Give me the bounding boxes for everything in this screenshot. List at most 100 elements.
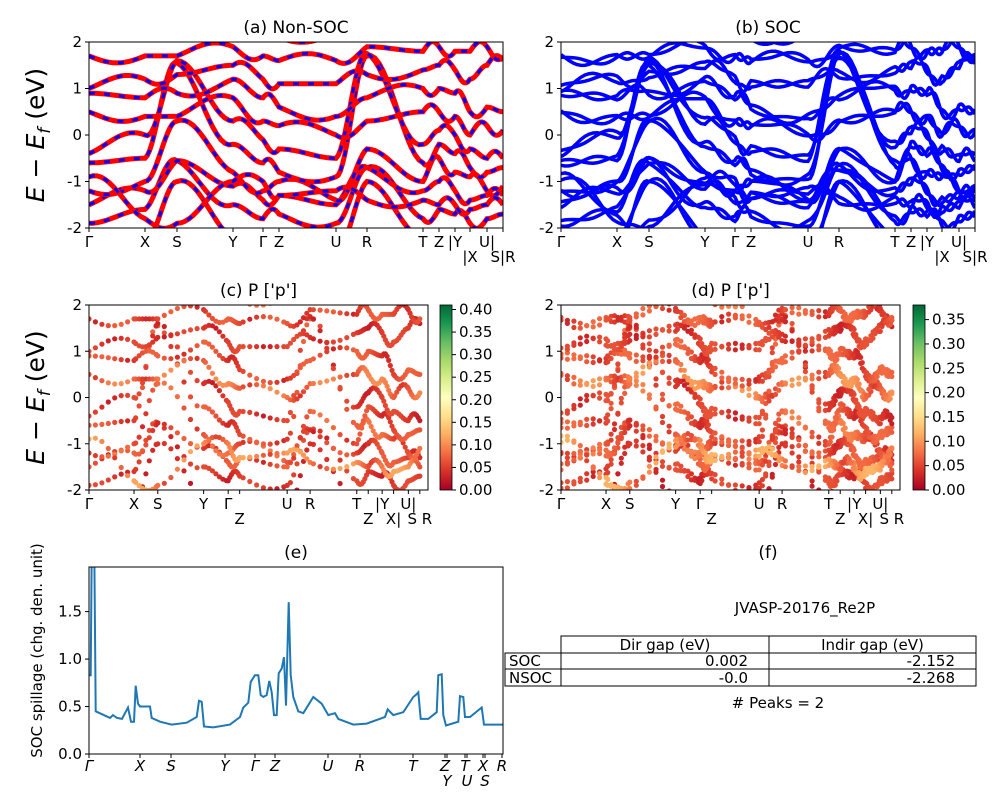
projection-point bbox=[666, 352, 672, 358]
projection-point bbox=[355, 437, 361, 443]
projection-point bbox=[417, 464, 423, 470]
projection-point bbox=[92, 353, 98, 359]
projection-point bbox=[619, 286, 624, 291]
projection-point bbox=[770, 293, 775, 298]
projection-point bbox=[653, 460, 659, 466]
projection-point bbox=[678, 338, 684, 344]
projection-point bbox=[726, 341, 732, 347]
projection-point bbox=[877, 421, 883, 427]
projection-point bbox=[796, 342, 802, 348]
projection-point bbox=[174, 362, 180, 368]
projection-point bbox=[112, 395, 118, 401]
projection-point bbox=[362, 295, 367, 300]
projection-point bbox=[260, 314, 266, 320]
projection-point bbox=[240, 368, 246, 374]
projection-point bbox=[746, 498, 751, 503]
table-header: Indir gap (eV) bbox=[821, 636, 924, 654]
projection-point bbox=[726, 439, 732, 445]
projection-point bbox=[284, 436, 290, 442]
projection-point bbox=[603, 287, 608, 292]
projection-point bbox=[739, 483, 745, 489]
projection-point bbox=[646, 347, 653, 353]
projection-point bbox=[653, 433, 659, 439]
projection-point bbox=[565, 290, 570, 295]
projection-point bbox=[194, 355, 200, 361]
projection-point bbox=[578, 518, 583, 523]
projection-point bbox=[782, 380, 789, 386]
y-tick-label: -1 bbox=[539, 173, 554, 191]
projection-point bbox=[849, 282, 854, 287]
projection-point bbox=[89, 422, 92, 428]
projection-point bbox=[337, 465, 343, 472]
projection-point bbox=[633, 378, 639, 384]
projection-point bbox=[584, 338, 590, 345]
projection-point bbox=[829, 352, 835, 358]
projection-point bbox=[373, 286, 378, 291]
projection-point bbox=[836, 305, 838, 306]
projection-point bbox=[330, 309, 336, 315]
projection-point bbox=[834, 292, 839, 297]
table-value: -2.268 bbox=[907, 669, 955, 687]
projection-point bbox=[143, 471, 149, 477]
projection-point bbox=[834, 298, 839, 303]
projection-point bbox=[359, 298, 364, 303]
projection-point bbox=[240, 475, 246, 481]
projection-point bbox=[584, 422, 590, 429]
projection-point bbox=[889, 501, 894, 506]
projection-point bbox=[863, 287, 868, 292]
projection-point bbox=[597, 451, 603, 457]
projection-point bbox=[119, 289, 124, 294]
projection-point bbox=[826, 372, 832, 378]
projection-point bbox=[704, 443, 710, 449]
projection-point bbox=[634, 288, 639, 293]
projection-point bbox=[816, 487, 822, 490]
projection-point bbox=[155, 316, 161, 322]
projection-point bbox=[809, 376, 815, 382]
projection-point bbox=[330, 376, 336, 382]
projection-point bbox=[118, 381, 124, 387]
projection-point bbox=[564, 455, 571, 461]
projection-point bbox=[304, 289, 309, 294]
projection-point bbox=[605, 441, 611, 447]
projection-point bbox=[105, 355, 111, 361]
projection-point bbox=[577, 325, 583, 331]
projection-point bbox=[622, 338, 628, 344]
projection-point bbox=[206, 285, 211, 290]
projection-point bbox=[647, 293, 652, 298]
projection-point bbox=[802, 348, 809, 354]
y-tick-label: -1 bbox=[67, 173, 82, 191]
projection-point bbox=[789, 349, 795, 355]
projection-point bbox=[330, 425, 336, 431]
projection-point bbox=[561, 485, 564, 490]
projection-point bbox=[247, 344, 253, 350]
projection-point bbox=[155, 420, 161, 426]
projection-point bbox=[878, 291, 883, 296]
projection-point bbox=[324, 440, 330, 446]
projection-point bbox=[889, 295, 894, 300]
projection-point bbox=[247, 409, 253, 415]
y-tick-label: -1 bbox=[67, 435, 82, 453]
projection-point bbox=[150, 333, 156, 339]
colorbar-tick-label: 0.00 bbox=[932, 481, 965, 499]
projection-point bbox=[802, 310, 809, 316]
projection-point bbox=[578, 291, 583, 296]
projection-point bbox=[344, 345, 350, 351]
projection-point bbox=[889, 445, 895, 451]
projection-point bbox=[220, 513, 225, 518]
projection-point bbox=[640, 427, 646, 433]
projection-point bbox=[879, 290, 884, 295]
projection-point bbox=[622, 422, 628, 428]
projection-point bbox=[782, 458, 789, 464]
projection-point bbox=[816, 494, 821, 499]
projection-point bbox=[317, 352, 323, 358]
projection-point bbox=[769, 319, 775, 325]
projection-point bbox=[174, 444, 180, 450]
projection-point bbox=[640, 305, 646, 312]
projection-point bbox=[640, 388, 646, 394]
projection-point bbox=[823, 292, 828, 297]
projection-point bbox=[112, 336, 118, 342]
projection-point bbox=[783, 284, 788, 289]
colorbar bbox=[912, 304, 926, 491]
projection-point bbox=[673, 286, 678, 291]
projection-point bbox=[766, 324, 772, 330]
